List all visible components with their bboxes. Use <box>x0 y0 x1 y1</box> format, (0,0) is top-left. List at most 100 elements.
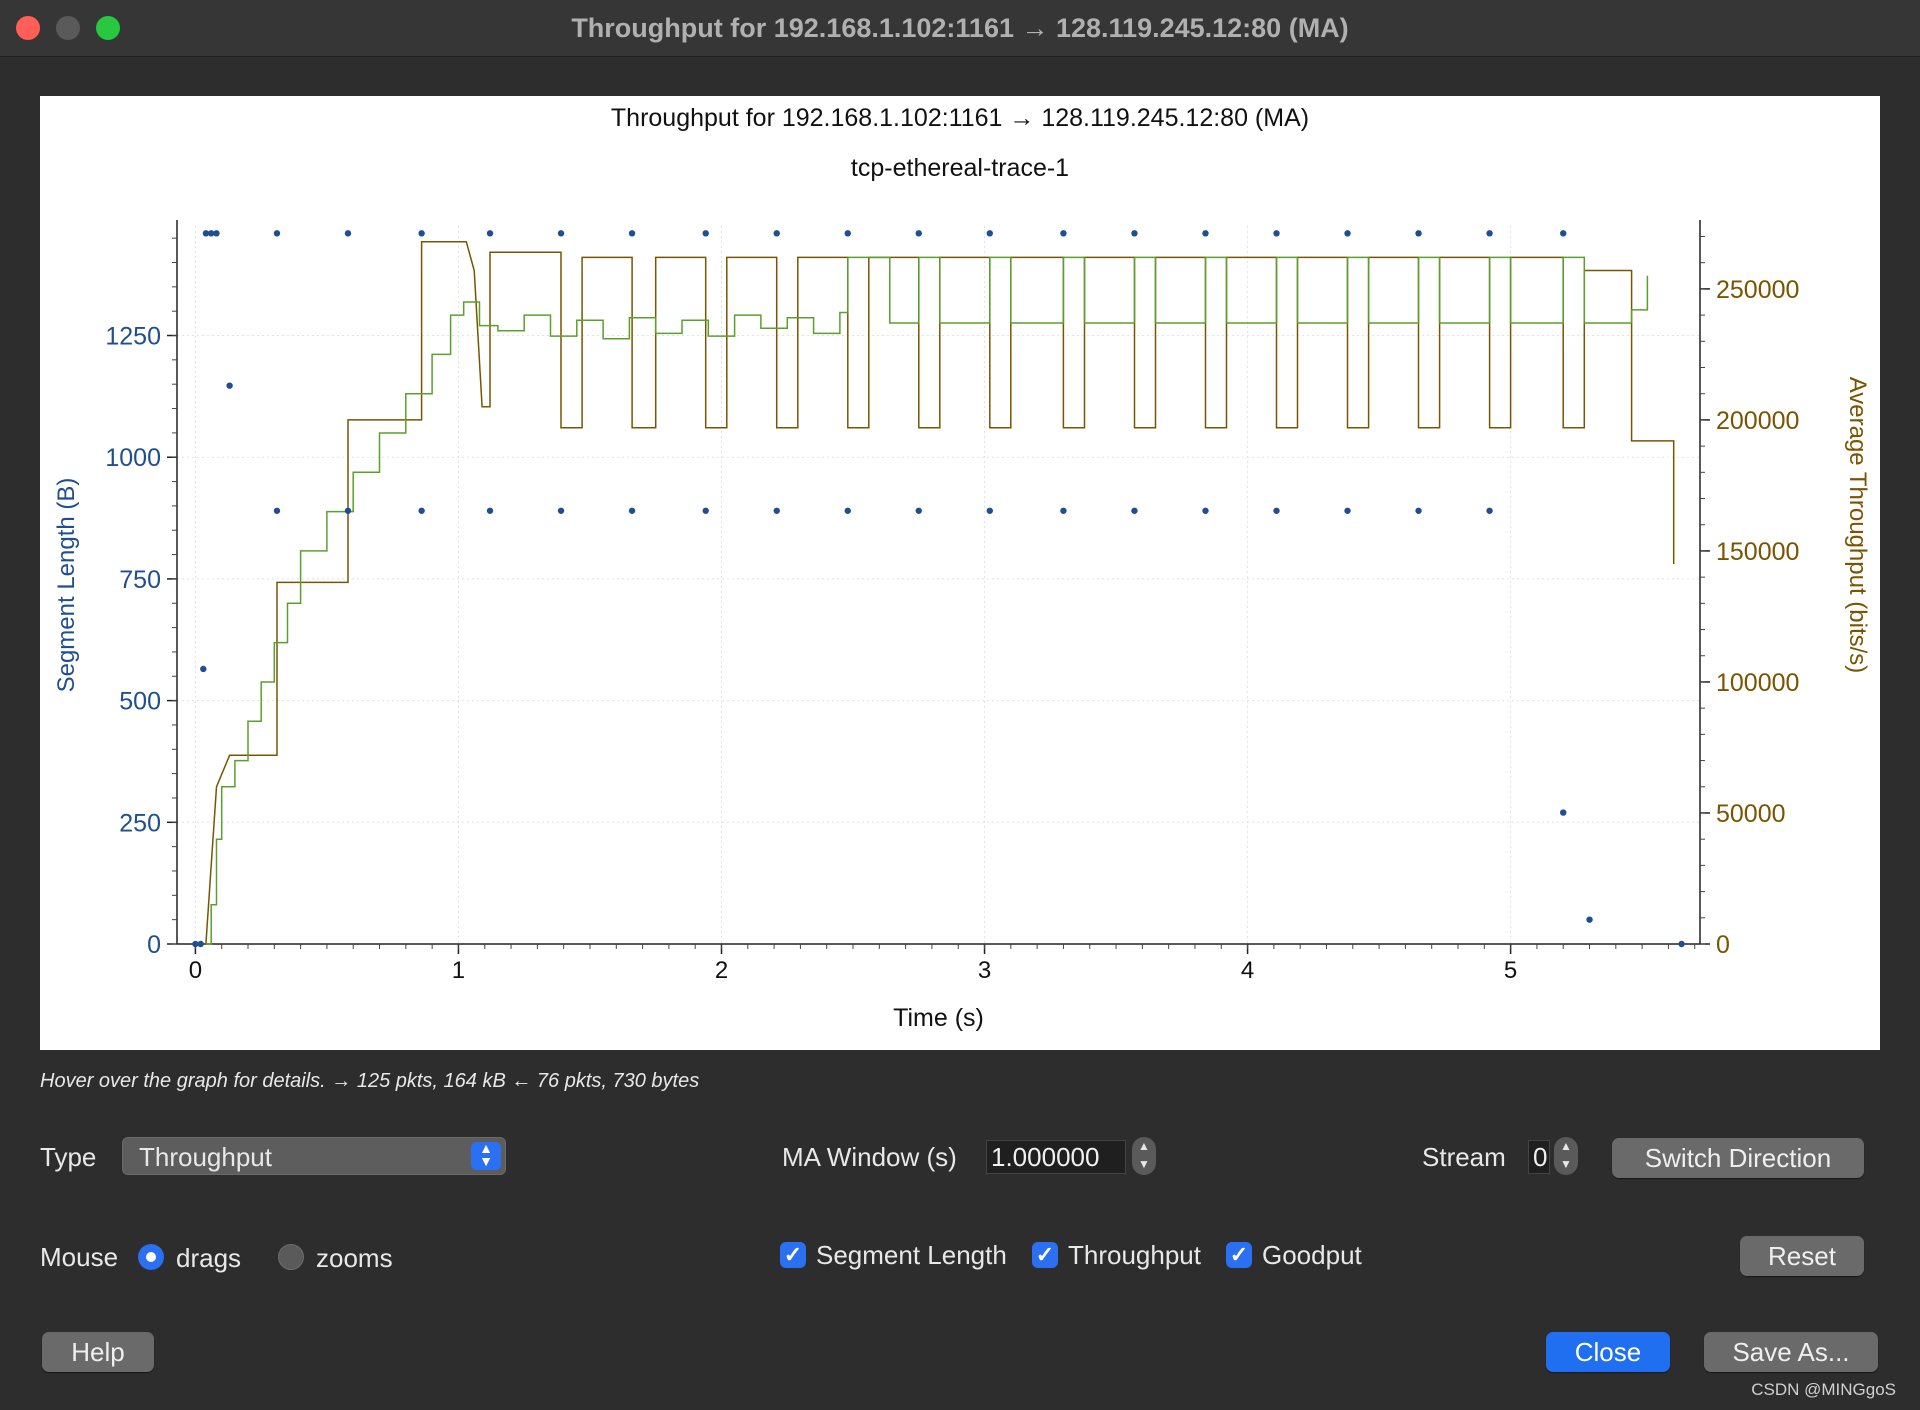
watermark: CSDN @MINGgoS <box>1751 1380 1896 1399</box>
type-select[interactable]: Throughput ▲ ▼ <box>122 1137 506 1175</box>
segment-length-checkbox[interactable]: ✓ <box>780 1242 806 1268</box>
segment-length-point <box>197 940 204 948</box>
segment-length-point <box>207 230 215 237</box>
y-left-tick-label: 1000 <box>105 444 161 472</box>
x-tick-label: 5 <box>1504 957 1517 984</box>
segment-length-point <box>213 230 220 237</box>
y-right-tick-label: 0 <box>1716 931 1730 959</box>
goodput-checkbox[interactable]: ✓ <box>1226 1242 1252 1268</box>
segment-length-point <box>1678 940 1685 948</box>
y-left-tick-label: 0 <box>147 931 161 959</box>
y-right-tick-label: 150000 <box>1716 538 1799 566</box>
segment-length-point <box>486 230 494 237</box>
segment-length-point <box>418 507 425 514</box>
segment-length-point <box>1344 230 1351 237</box>
mouse-zooms-radio[interactable] <box>278 1244 304 1270</box>
segment-length-point <box>1273 230 1280 237</box>
mouse-zooms-label[interactable]: zooms <box>316 1243 393 1273</box>
segment-length-point <box>1060 507 1067 514</box>
ma-window-stepper[interactable]: ▲ ▼ <box>1132 1137 1156 1175</box>
status-hint: Hover over the graph for details. → 125 … <box>40 1070 700 1092</box>
segment-length-point <box>1273 507 1280 514</box>
goodput-series-line <box>205 256 1649 945</box>
segment-length-point <box>702 507 709 514</box>
segment-length-point <box>1202 230 1209 237</box>
y-right-tick-label: 200000 <box>1716 407 1799 435</box>
x-tick-label: 2 <box>715 957 728 984</box>
segment-length-point <box>1202 507 1209 514</box>
segment-length-point <box>202 230 210 237</box>
stream-label: Stream <box>1422 1142 1506 1172</box>
segment-length-point <box>200 665 207 673</box>
save-as-button[interactable]: Save As... <box>1704 1332 1878 1372</box>
window-zoom-button[interactable] <box>96 16 120 40</box>
stream-input[interactable]: 0 <box>1528 1140 1550 1174</box>
switch-direction-button[interactable]: Switch Direction <box>1612 1138 1864 1178</box>
segment-length-point <box>1560 809 1567 816</box>
segment-length-point <box>1131 230 1138 237</box>
segment-length-point <box>915 507 922 514</box>
segment-length-point <box>1486 230 1493 237</box>
segment-length-point <box>273 507 281 514</box>
segment-length-point <box>226 382 233 389</box>
chart-subtitle: tcp-ethereal-trace-1 <box>851 154 1069 182</box>
y-left-tick-label: 500 <box>119 688 161 716</box>
segment-length-point <box>273 230 281 237</box>
y-left-tick-label: 1250 <box>105 323 161 351</box>
x-tick-label: 3 <box>978 957 991 984</box>
window-close-button[interactable] <box>16 16 40 40</box>
segment-length-point <box>344 230 352 237</box>
reset-button[interactable]: Reset <box>1740 1236 1864 1276</box>
segment-length-point <box>344 507 352 514</box>
throughput-series-line <box>195 240 1675 945</box>
window-minimize-button[interactable] <box>56 16 80 40</box>
x-tick-label: 1 <box>452 957 465 984</box>
segment-length-point <box>486 507 494 514</box>
chart-svg[interactable]: Throughput for 192.168.1.102:1161 → 128.… <box>40 96 1880 1050</box>
segment-length-point <box>844 507 851 514</box>
mouse-drags-label[interactable]: drags <box>176 1243 242 1273</box>
segment-length-point <box>986 230 993 237</box>
throughput-graph[interactable]: Throughput for 192.168.1.102:1161 → 128.… <box>40 96 1880 1050</box>
segment-length-point <box>1415 507 1422 514</box>
segment-length-point <box>773 230 780 237</box>
chart-title: Throughput for 192.168.1.102:1161 → 128.… <box>611 104 1309 132</box>
segment-length-point <box>702 230 709 237</box>
close-button[interactable]: Close <box>1546 1332 1670 1372</box>
segment-length-point <box>1486 507 1493 514</box>
segment-length-point <box>1060 230 1067 237</box>
segment-length-point <box>418 230 425 237</box>
throughput-checkbox[interactable]: ✓ <box>1032 1242 1058 1268</box>
y-left-axis-label: Segment Length (B) <box>53 478 80 693</box>
segment-length-point <box>844 230 851 237</box>
y-left-tick-label: 750 <box>119 566 161 594</box>
x-axis-label: Time (s) <box>893 1004 984 1032</box>
throughput-label[interactable]: Throughput <box>1068 1240 1201 1270</box>
segment-length-point <box>557 230 565 237</box>
stream-stepper[interactable]: ▲ ▼ <box>1554 1137 1578 1175</box>
segment-length-point <box>915 230 922 237</box>
y-left-tick-label: 250 <box>119 809 161 837</box>
segment-length-point <box>192 940 199 948</box>
goodput-label[interactable]: Goodput <box>1262 1240 1362 1270</box>
y-right-tick-label: 50000 <box>1716 800 1786 828</box>
x-tick-label: 0 <box>189 957 202 984</box>
mouse-label: Mouse <box>40 1242 119 1272</box>
y-right-tick-label: 100000 <box>1716 669 1799 697</box>
segment-length-label[interactable]: Segment Length <box>816 1240 1007 1270</box>
segment-length-point <box>628 507 636 514</box>
select-arrows-icon: ▲ ▼ <box>471 1141 501 1170</box>
help-button[interactable]: Help <box>42 1332 154 1372</box>
segment-length-point <box>773 507 780 514</box>
segment-length-point <box>1560 230 1567 237</box>
type-label: Type <box>40 1142 97 1172</box>
segment-length-point <box>1344 507 1351 514</box>
ma-window-input[interactable]: 1.000000 <box>986 1140 1126 1174</box>
segment-length-point <box>557 507 565 514</box>
mouse-drags-radio[interactable] <box>138 1244 164 1270</box>
title-bar: Throughput for 192.168.1.102:1161 → 128.… <box>0 0 1920 57</box>
segment-length-point <box>1131 507 1138 514</box>
ma-window-label: MA Window (s) <box>782 1142 957 1172</box>
x-tick-label: 4 <box>1241 957 1254 984</box>
type-select-value: Throughput <box>139 1142 272 1172</box>
